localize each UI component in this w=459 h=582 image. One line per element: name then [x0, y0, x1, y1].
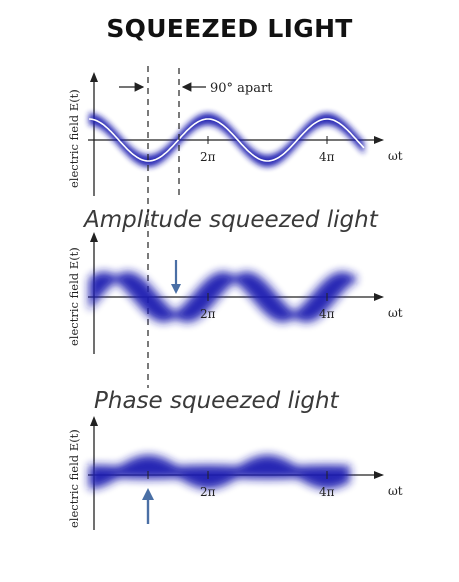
- page-title: SQUEEZED LIGHT: [106, 14, 353, 43]
- wave-band: [89, 271, 356, 323]
- tick-label-2pi: 2π: [200, 485, 216, 499]
- y-axis-label: electric field E(t): [67, 89, 81, 188]
- up-arrow-indicator: [142, 488, 154, 524]
- wave-line: [88, 118, 365, 162]
- y-axis-arrowhead: [90, 72, 98, 82]
- x-axis-label: ωt: [388, 484, 403, 498]
- x-axis-label: ωt: [388, 149, 403, 163]
- y-axis-label: electric field E(t): [67, 429, 81, 528]
- phase-squeezed-title: Phase squeezed light: [94, 388, 339, 414]
- y-axis-label: electric field E(t): [67, 247, 81, 346]
- y-axis-arrowhead: [90, 416, 98, 426]
- tick-label-4pi: 4π: [319, 485, 335, 499]
- x-axis-label: ωt: [388, 306, 403, 320]
- x-axis-arrowhead: [374, 293, 384, 301]
- tick-label-4pi: 4π: [319, 150, 335, 164]
- amplitude-squeezed-title: Amplitude squeezed light: [84, 207, 378, 233]
- tick-label-2pi: 2π: [200, 150, 216, 164]
- wave-band: [89, 113, 364, 167]
- x-axis-arrowhead: [374, 471, 384, 479]
- coherent-panel: 2π 4π ωt electric field E(t) 90° apart: [67, 68, 403, 196]
- phase-note: 90° apart: [210, 81, 273, 96]
- phase-squeezed-panel: 2π 4π ωt electric field E(t): [67, 416, 403, 530]
- down-arrow-indicator: [171, 260, 181, 294]
- wave-band: [89, 455, 350, 489]
- tick-label-4pi: 4π: [319, 307, 335, 321]
- tick-label-2pi: 2π: [200, 307, 216, 321]
- y-axis-arrowhead: [90, 232, 98, 242]
- amplitude-squeezed-panel: 2π 4π ωt electric field E(t): [67, 232, 403, 354]
- x-axis-arrowhead: [374, 136, 384, 144]
